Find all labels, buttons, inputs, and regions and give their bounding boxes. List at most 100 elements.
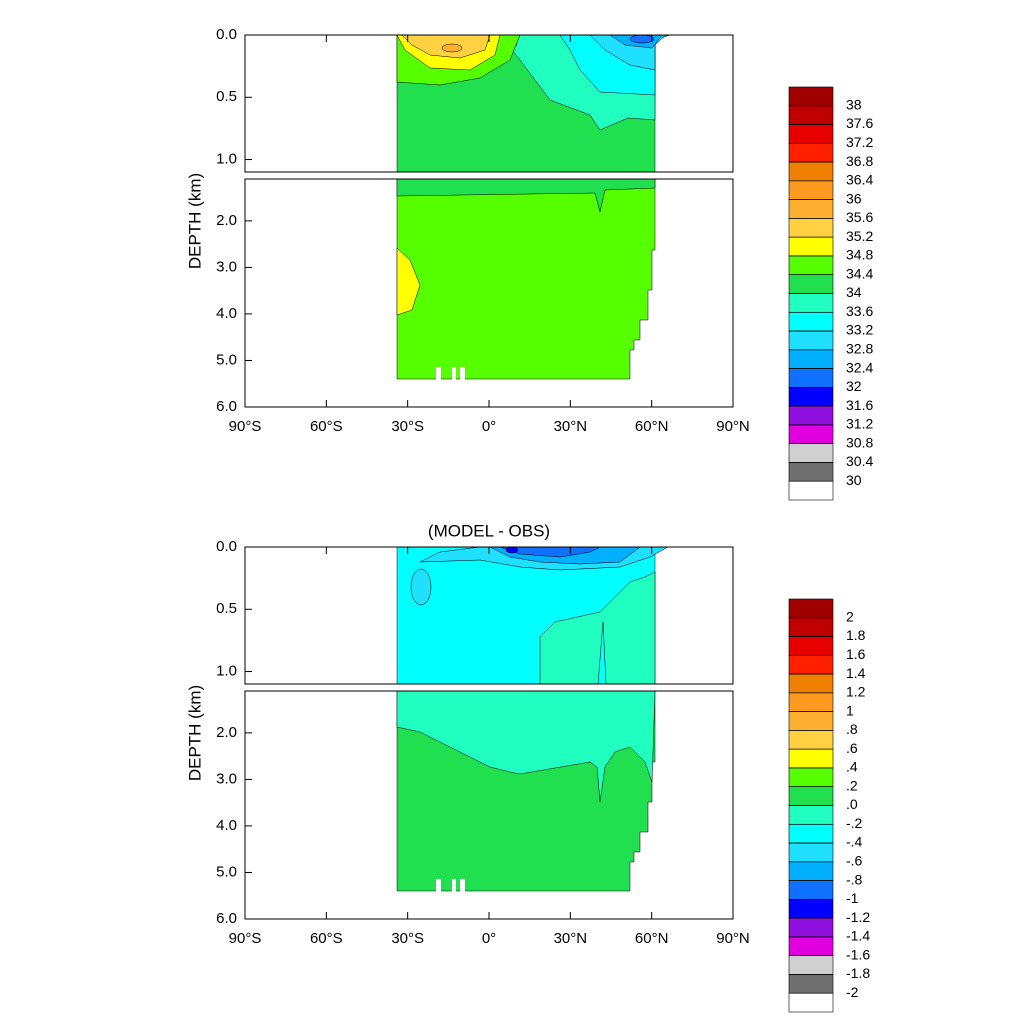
colorbar-label: 33.6 [846, 303, 873, 319]
x-tick-label: 60°N [635, 930, 669, 947]
x-tick-label: 60°S [310, 418, 343, 435]
contour-fill [396, 178, 656, 213]
colorbar-box [788, 274, 834, 294]
contour-fill [396, 690, 656, 803]
contour-fill [539, 571, 656, 685]
colorbar-box [788, 842, 834, 863]
colorbar-box [788, 805, 834, 825]
mask [460, 367, 465, 380]
x-tick-label: 90°N [716, 418, 750, 435]
mask [460, 879, 465, 892]
colorbar-label: 31.6 [846, 397, 873, 413]
x-tick-label: 90°S [229, 418, 262, 435]
y-tick-label: 0.5 [216, 88, 237, 105]
x-tick-label: 30°N [554, 418, 588, 435]
colorbar-box [788, 748, 834, 769]
colorbar-box [788, 218, 834, 238]
colorbar-box [788, 462, 834, 482]
mask [436, 879, 441, 892]
colorbar-box [788, 180, 834, 200]
colorbar-box [788, 330, 834, 351]
colorbar-box [788, 730, 834, 750]
x-tick-label: 90°S [229, 930, 262, 947]
colorbar-label: .6 [846, 740, 858, 756]
colorbar-label: 38 [846, 96, 862, 112]
y-tick-label: 6.0 [216, 910, 237, 927]
colorbar-box [788, 86, 834, 107]
colorbar-label: 1.4 [846, 665, 866, 681]
x-tick-label: 60°S [310, 930, 343, 947]
colorbar-label: -.6 [846, 853, 863, 869]
colorbar-label: 32 [846, 378, 862, 394]
colorbar-label: 34.8 [846, 247, 873, 263]
colorbar-label: -1.4 [846, 928, 870, 944]
colorbar-box [788, 711, 834, 731]
colorbar-label: -2 [846, 984, 859, 1000]
colorbar-label: 37.2 [846, 134, 873, 150]
colorbar-label: 34 [846, 284, 862, 300]
panel: SALT ZONAL-AVE (PAC) b.e21.B1850.f09_g17… [185, 26, 873, 501]
colorbar-label: 1 [846, 702, 854, 718]
contour-fill [505, 546, 519, 554]
colorbar-box [788, 105, 834, 125]
colorbar-label: 1.6 [846, 646, 866, 662]
colorbar-label: -.8 [846, 871, 863, 887]
y-tick-label: 4.0 [216, 305, 237, 322]
x-tick-label: 30°S [391, 418, 424, 435]
colorbar-label: .4 [846, 759, 858, 775]
contour-fill [396, 247, 421, 316]
y-tick-label: 6.0 [216, 398, 237, 415]
colorbar-box [788, 992, 834, 1013]
mask [452, 367, 456, 380]
contour-fill [410, 568, 432, 606]
colorbar-box [788, 617, 834, 637]
y-axis-label: DEPTH (km) [185, 685, 204, 781]
colorbar-label: 2 [846, 608, 854, 624]
colorbar-label: -.4 [846, 834, 863, 850]
colorbar-label: -1.8 [846, 965, 870, 981]
colorbar-label: 36 [846, 190, 862, 206]
colorbar-label: 36.4 [846, 172, 873, 188]
colorbar-label: -1 [846, 890, 859, 906]
colorbar-box [788, 880, 834, 900]
colorbar-box [788, 293, 834, 313]
colorbar-label: -1.6 [846, 946, 870, 962]
panel: (MODEL - OBS) DEPTH (km) 90°S 60°S 30°S 0° 30°… [185, 521, 870, 1013]
colorbar-label: -.2 [846, 815, 863, 831]
colorbar-label: 37.6 [846, 115, 873, 131]
colorbar-box [788, 598, 834, 619]
colorbar-label: 30.4 [846, 453, 873, 469]
colorbar-label: .8 [846, 721, 858, 737]
x-tick-label: 90°N [716, 930, 750, 947]
y-tick-label: 2.0 [216, 212, 237, 229]
x-tick-label: 60°N [635, 418, 669, 435]
colorbar-label: -1.2 [846, 909, 870, 925]
colorbar-label: .0 [846, 796, 858, 812]
colorbar-box [788, 636, 834, 656]
colorbar-box [788, 405, 834, 426]
colorbar-box [788, 936, 834, 956]
colorbar-label: 36.8 [846, 153, 873, 169]
colorbar-box [788, 917, 834, 938]
colorbar-label: 1.2 [846, 684, 866, 700]
colorbar-box [788, 199, 834, 219]
colorbar-label: 33.2 [846, 322, 873, 338]
contour-fill [629, 34, 655, 44]
colorbar-label: 30 [846, 472, 862, 488]
mask [436, 367, 441, 380]
colorbar-box [788, 655, 834, 675]
colorbar-box [788, 786, 834, 806]
colorbar-label: 30.8 [846, 434, 873, 450]
colorbar-label: 31.2 [846, 416, 873, 432]
x-tick-label: 0° [482, 930, 496, 947]
colorbar-label: .2 [846, 777, 858, 793]
colorbar-box [788, 424, 834, 444]
colorbar-label: 35.2 [846, 228, 873, 244]
colorbar-box [788, 236, 834, 257]
y-tick-label: 0.0 [216, 538, 237, 555]
y-tick-label: 5.0 [216, 863, 237, 880]
colorbar-label: 34.4 [846, 265, 873, 281]
colorbar-box [788, 255, 834, 276]
colorbar-box [788, 349, 834, 369]
